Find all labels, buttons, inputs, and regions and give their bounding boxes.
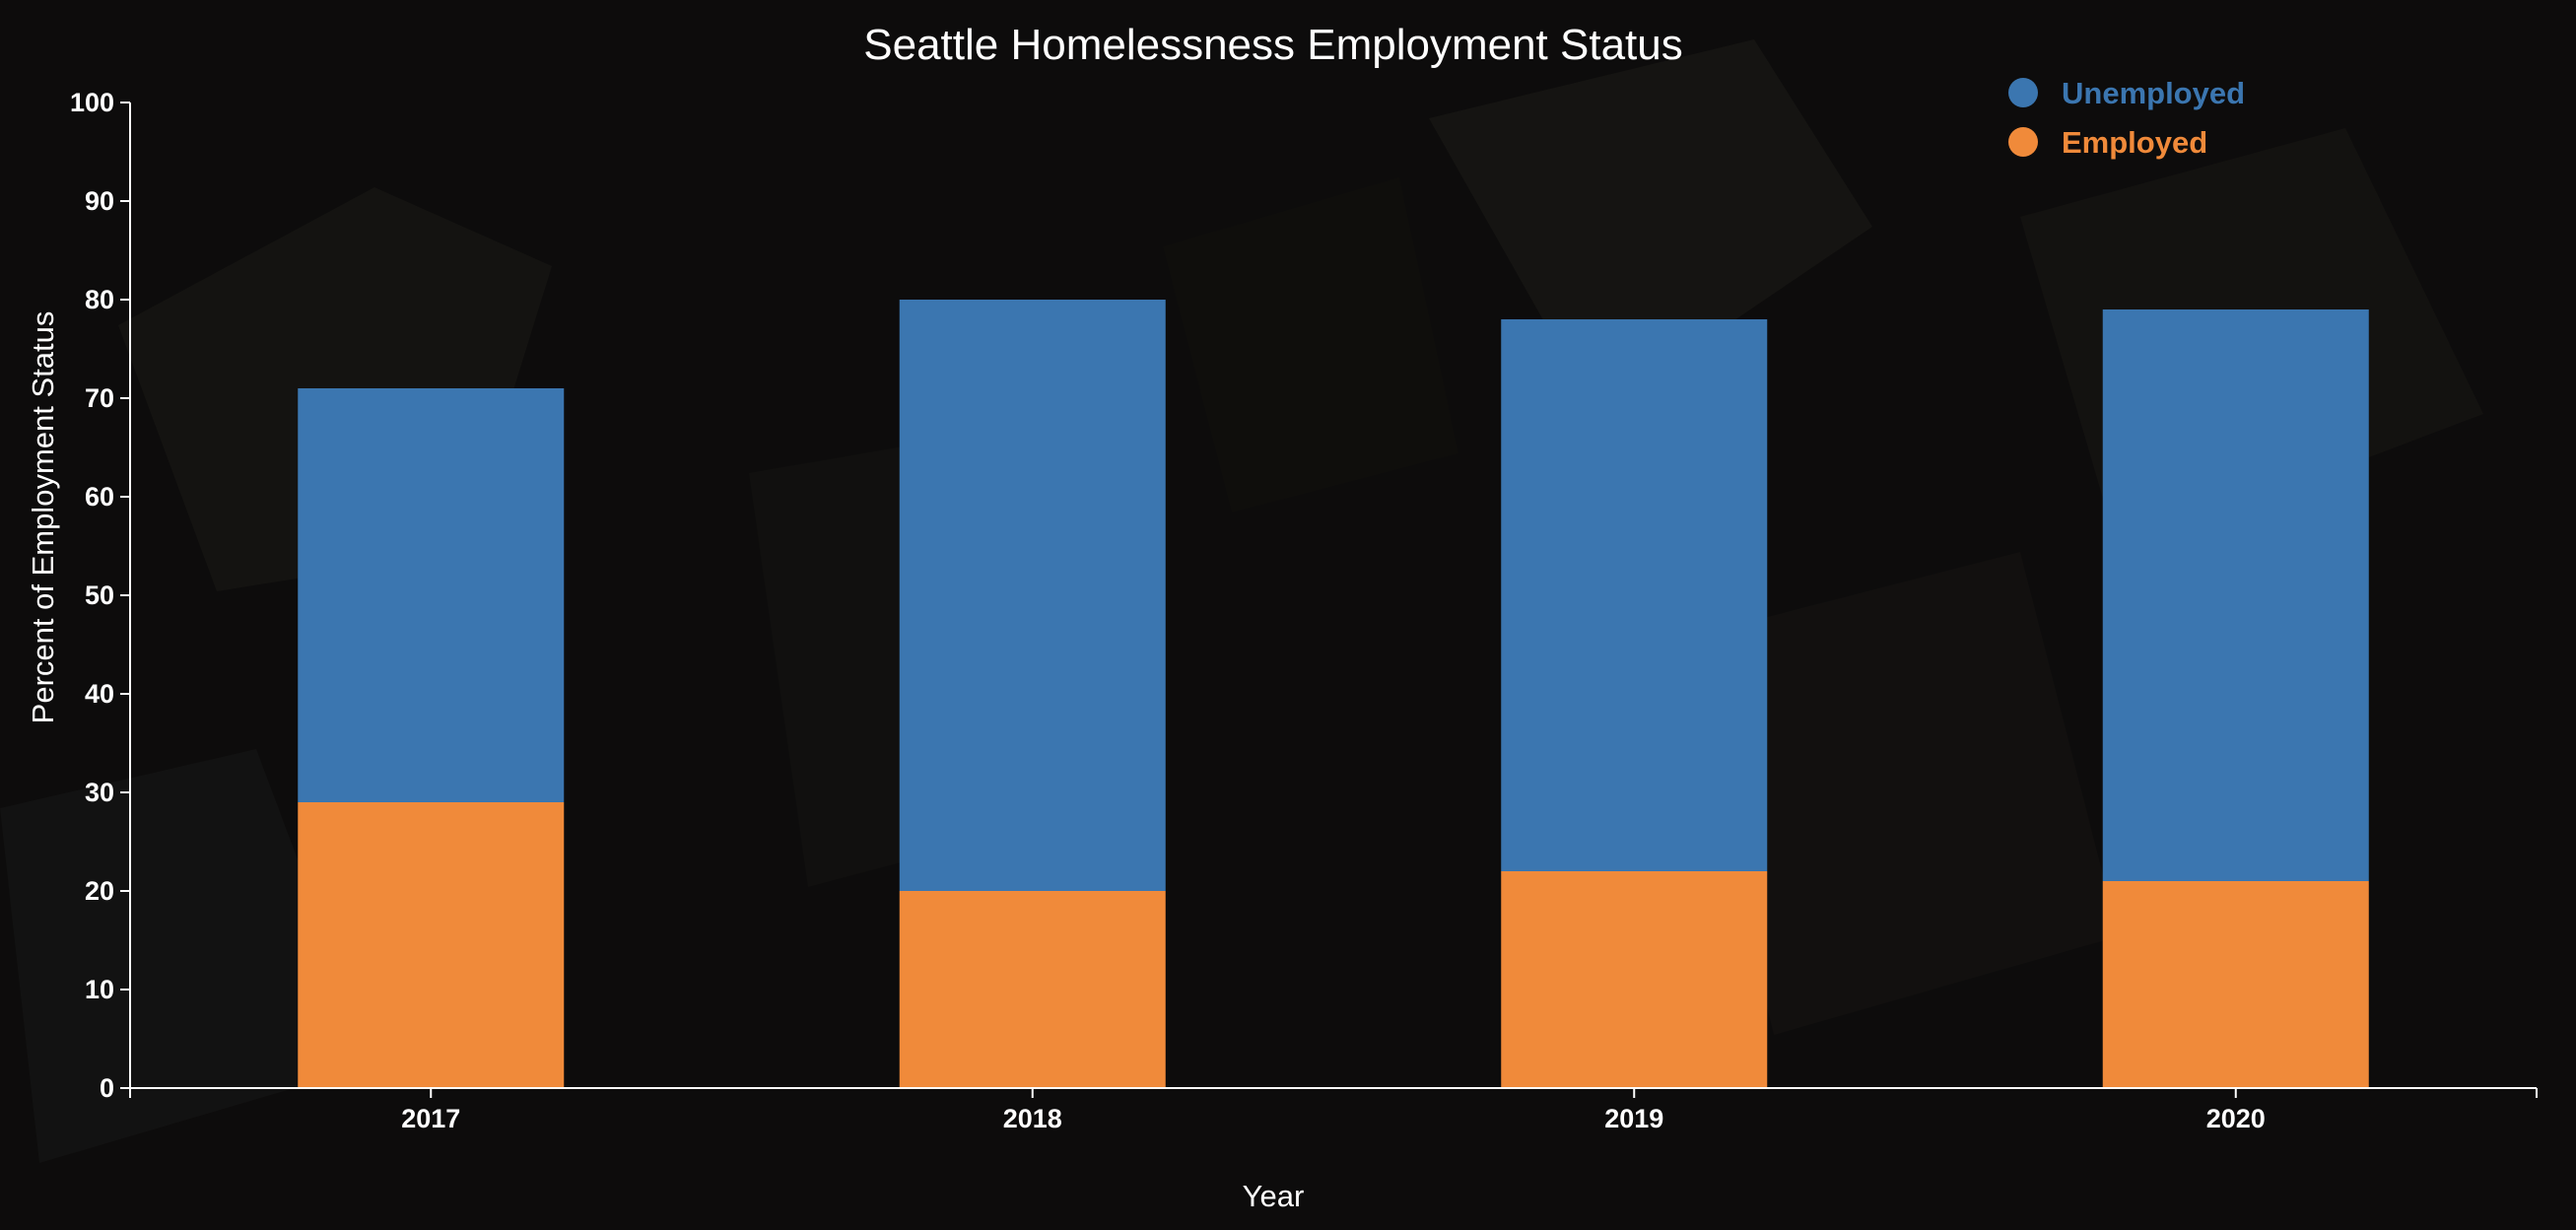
y-tick-label: 30 — [85, 778, 114, 807]
x-tick-label-2017: 2017 — [401, 1104, 460, 1133]
bar-unemployed-2019 — [1501, 319, 1768, 871]
y-axis-title: Percent of Employment Status — [26, 311, 60, 724]
y-tick-label: 100 — [70, 88, 114, 117]
bar-employed-2018 — [899, 891, 1166, 1088]
bar-employed-2017 — [298, 802, 565, 1088]
x-axis: 2017 2018 2019 2020 — [129, 1087, 2538, 1133]
bar-employed-2019 — [1501, 871, 1768, 1088]
legend-label-unemployed: Unemployed — [2062, 76, 2245, 110]
y-tick-label: 20 — [85, 876, 114, 906]
legend-label-employed: Employed — [2062, 125, 2207, 160]
legend-marker-unemployed — [2008, 78, 2038, 107]
chart-title: Seattle Homelessness Employment Status — [863, 21, 1683, 69]
x-tick-label-2018: 2018 — [1003, 1104, 1062, 1133]
y-tick-label: 40 — [85, 679, 114, 709]
y-tick-label: 70 — [85, 383, 114, 413]
bar-employed-2020 — [2102, 881, 2369, 1088]
bar-unemployed-2017 — [298, 388, 565, 802]
y-tick-label: 80 — [85, 285, 114, 314]
y-axis: 0 10 20 30 40 50 60 70 80 90 100 — [70, 88, 131, 1103]
legend: Unemployed Employed — [2008, 76, 2245, 160]
y-tick-label: 10 — [85, 975, 114, 1004]
x-tick-label-2020: 2020 — [2206, 1104, 2266, 1133]
bar-unemployed-2018 — [899, 300, 1166, 891]
legend-marker-employed — [2008, 127, 2038, 157]
bar-unemployed-2020 — [2102, 309, 2369, 881]
x-axis-title: Year — [1243, 1179, 1305, 1213]
y-tick-label: 50 — [85, 581, 114, 610]
y-tick-label: 90 — [85, 186, 114, 216]
y-tick-label: 60 — [85, 482, 114, 512]
bars-layer — [298, 300, 2369, 1088]
y-tick-label: 0 — [100, 1073, 114, 1103]
x-tick-label-2019: 2019 — [1604, 1104, 1663, 1133]
